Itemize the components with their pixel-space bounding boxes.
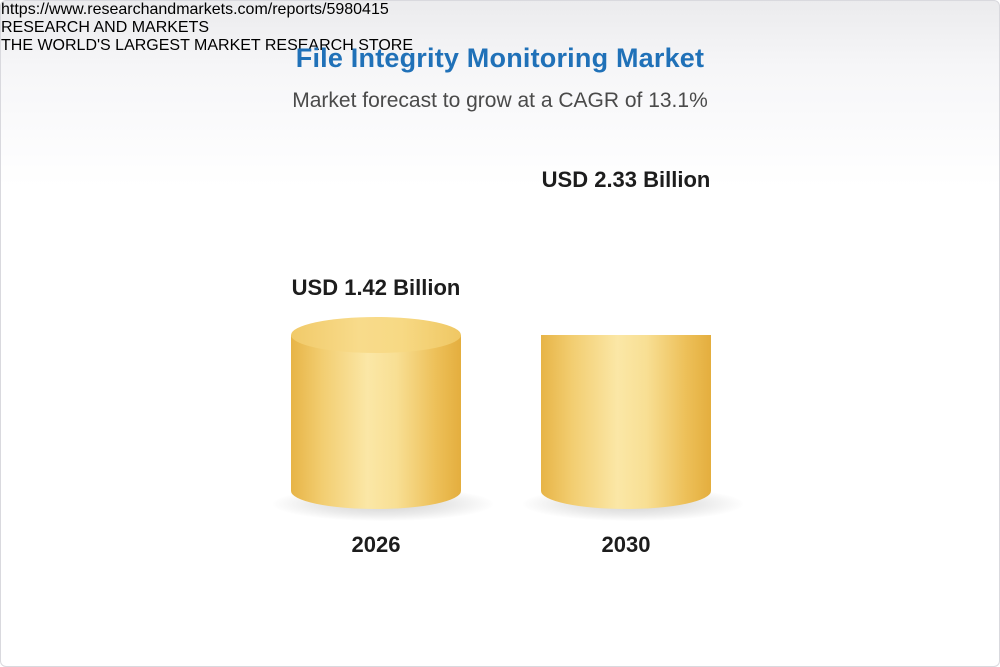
value-label-2026: USD 1.42 Billion — [291, 275, 461, 300]
logo-word-and: AND — [93, 19, 128, 36]
logo-wordmark: RESEARCH AND MARKETS — [1, 19, 999, 37]
category-label-2026: 2026 — [351, 532, 401, 557]
research-and-markets-logo: RESEARCH AND MARKETS THE WORLD'S LARGEST… — [1, 19, 999, 55]
cylinder-2030-base-segment — [541, 335, 711, 509]
cylinder-2030-growth-segment — [541, 224, 711, 353]
cylinder-2030 — [541, 224, 711, 509]
cylinder-2026-top-ellipse — [291, 317, 461, 353]
cylinder-2026-body — [291, 335, 461, 509]
category-label-2030: 2030 — [601, 532, 651, 557]
cylinder-2026 — [291, 317, 461, 509]
chart-title: File Integrity Monitoring Market — [295, 43, 705, 73]
chart-subtitle: Market forecast to grow at a CAGR of 13.… — [292, 89, 708, 112]
value-label-2030: USD 2.33 Billion — [541, 167, 711, 192]
report-url-text: https://www.researchandmarkets.com/repor… — [1, 1, 389, 18]
logo-word-research: RESEARCH — [1, 19, 90, 36]
logo-word-markets: MARKETS — [131, 19, 210, 36]
logo-tagline: THE WORLD'S LARGEST MARKET RESEARCH STOR… — [1, 37, 414, 54]
